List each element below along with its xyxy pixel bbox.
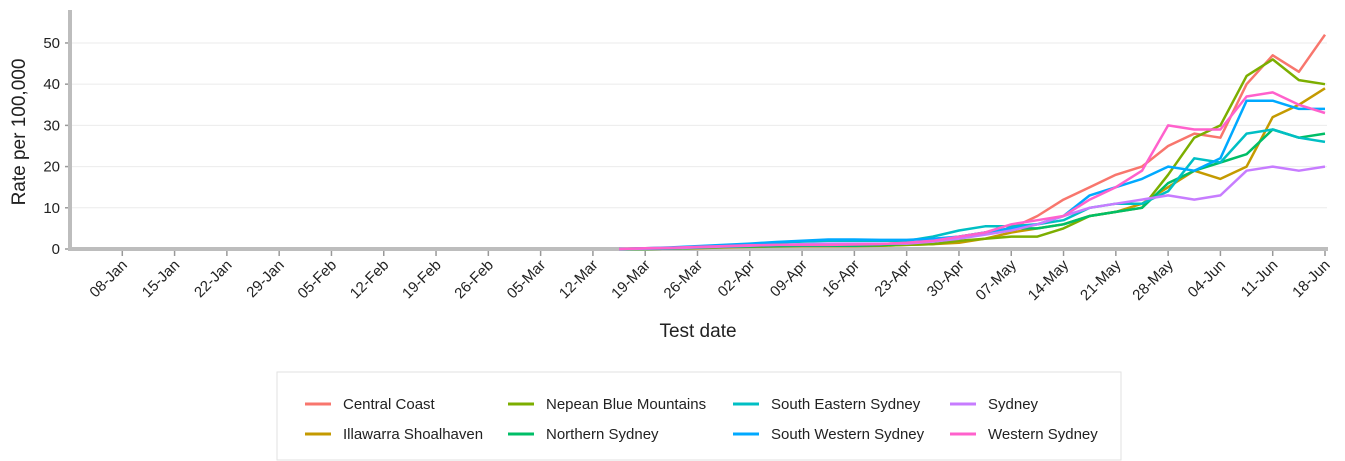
legend-label: Central Coast xyxy=(343,396,436,413)
y-tick-label: 20 xyxy=(43,159,60,176)
legend-label: South Western Sydney xyxy=(771,426,925,443)
x-tick-label: 22-Jan xyxy=(191,257,235,301)
x-tick-label: 26-Feb xyxy=(451,257,497,303)
x-tick-label: 30-Apr xyxy=(924,257,968,301)
legend-label: Sydney xyxy=(988,396,1039,413)
y-tick-label: 30 xyxy=(43,117,60,134)
x-tick-label: 02-Apr xyxy=(715,257,759,301)
x-tick-label: 19-Mar xyxy=(608,257,654,303)
x-tick-label: 12-Mar xyxy=(556,257,602,303)
y-tick-label: 10 xyxy=(43,200,60,217)
x-tick-label: 28-May xyxy=(1129,256,1177,304)
x-tick-label: 05-Feb xyxy=(294,257,340,303)
x-tick-label: 21-May xyxy=(1077,256,1125,304)
legend-label: Nepean Blue Mountains xyxy=(546,396,706,413)
series-line xyxy=(619,128,1326,251)
y-tick-label: 50 xyxy=(43,35,60,52)
x-tick-label: 12-Feb xyxy=(347,257,393,303)
legend-label: South Eastern Sydney xyxy=(771,396,921,413)
x-tick-label: 11-Jun xyxy=(1238,257,1282,301)
series-line xyxy=(619,87,1326,251)
x-tick-label: 08-Jan xyxy=(86,257,130,301)
x-tick-label: 14-May xyxy=(1025,256,1073,304)
x-tick-label: 05-Mar xyxy=(504,257,550,303)
x-tick-label: 09-Apr xyxy=(767,257,811,301)
x-tick-label: 16-Apr xyxy=(819,257,863,301)
x-axis-title: Test date xyxy=(659,321,736,342)
legend-label: Illawarra Shoalhaven xyxy=(343,426,483,443)
legend-label: Northern Sydney xyxy=(546,426,659,443)
series-line xyxy=(619,128,1326,251)
y-axis-title: Rate per 100,000 xyxy=(9,59,30,206)
x-tick-label: 18-Jun xyxy=(1289,257,1333,301)
x-tick-label: 23-Apr xyxy=(871,257,915,301)
y-tick-label: 40 xyxy=(43,76,60,93)
x-tick-label: 29-Jan xyxy=(243,257,287,301)
x-tick-label: 26-Mar xyxy=(661,257,707,303)
legend-label: Western Sydney xyxy=(988,426,1098,443)
series-line xyxy=(619,91,1326,251)
series-line xyxy=(619,58,1326,251)
series-line xyxy=(619,99,1325,251)
legend-box xyxy=(276,371,1122,461)
x-tick-label: 07-May xyxy=(972,256,1020,304)
x-tick-label: 15-Jan xyxy=(139,257,183,301)
y-tick-label: 0 xyxy=(52,241,60,258)
x-tick-label: 19-Feb xyxy=(399,257,445,303)
x-tick-label: 04-Jun xyxy=(1185,257,1229,301)
series-line xyxy=(619,33,1327,251)
